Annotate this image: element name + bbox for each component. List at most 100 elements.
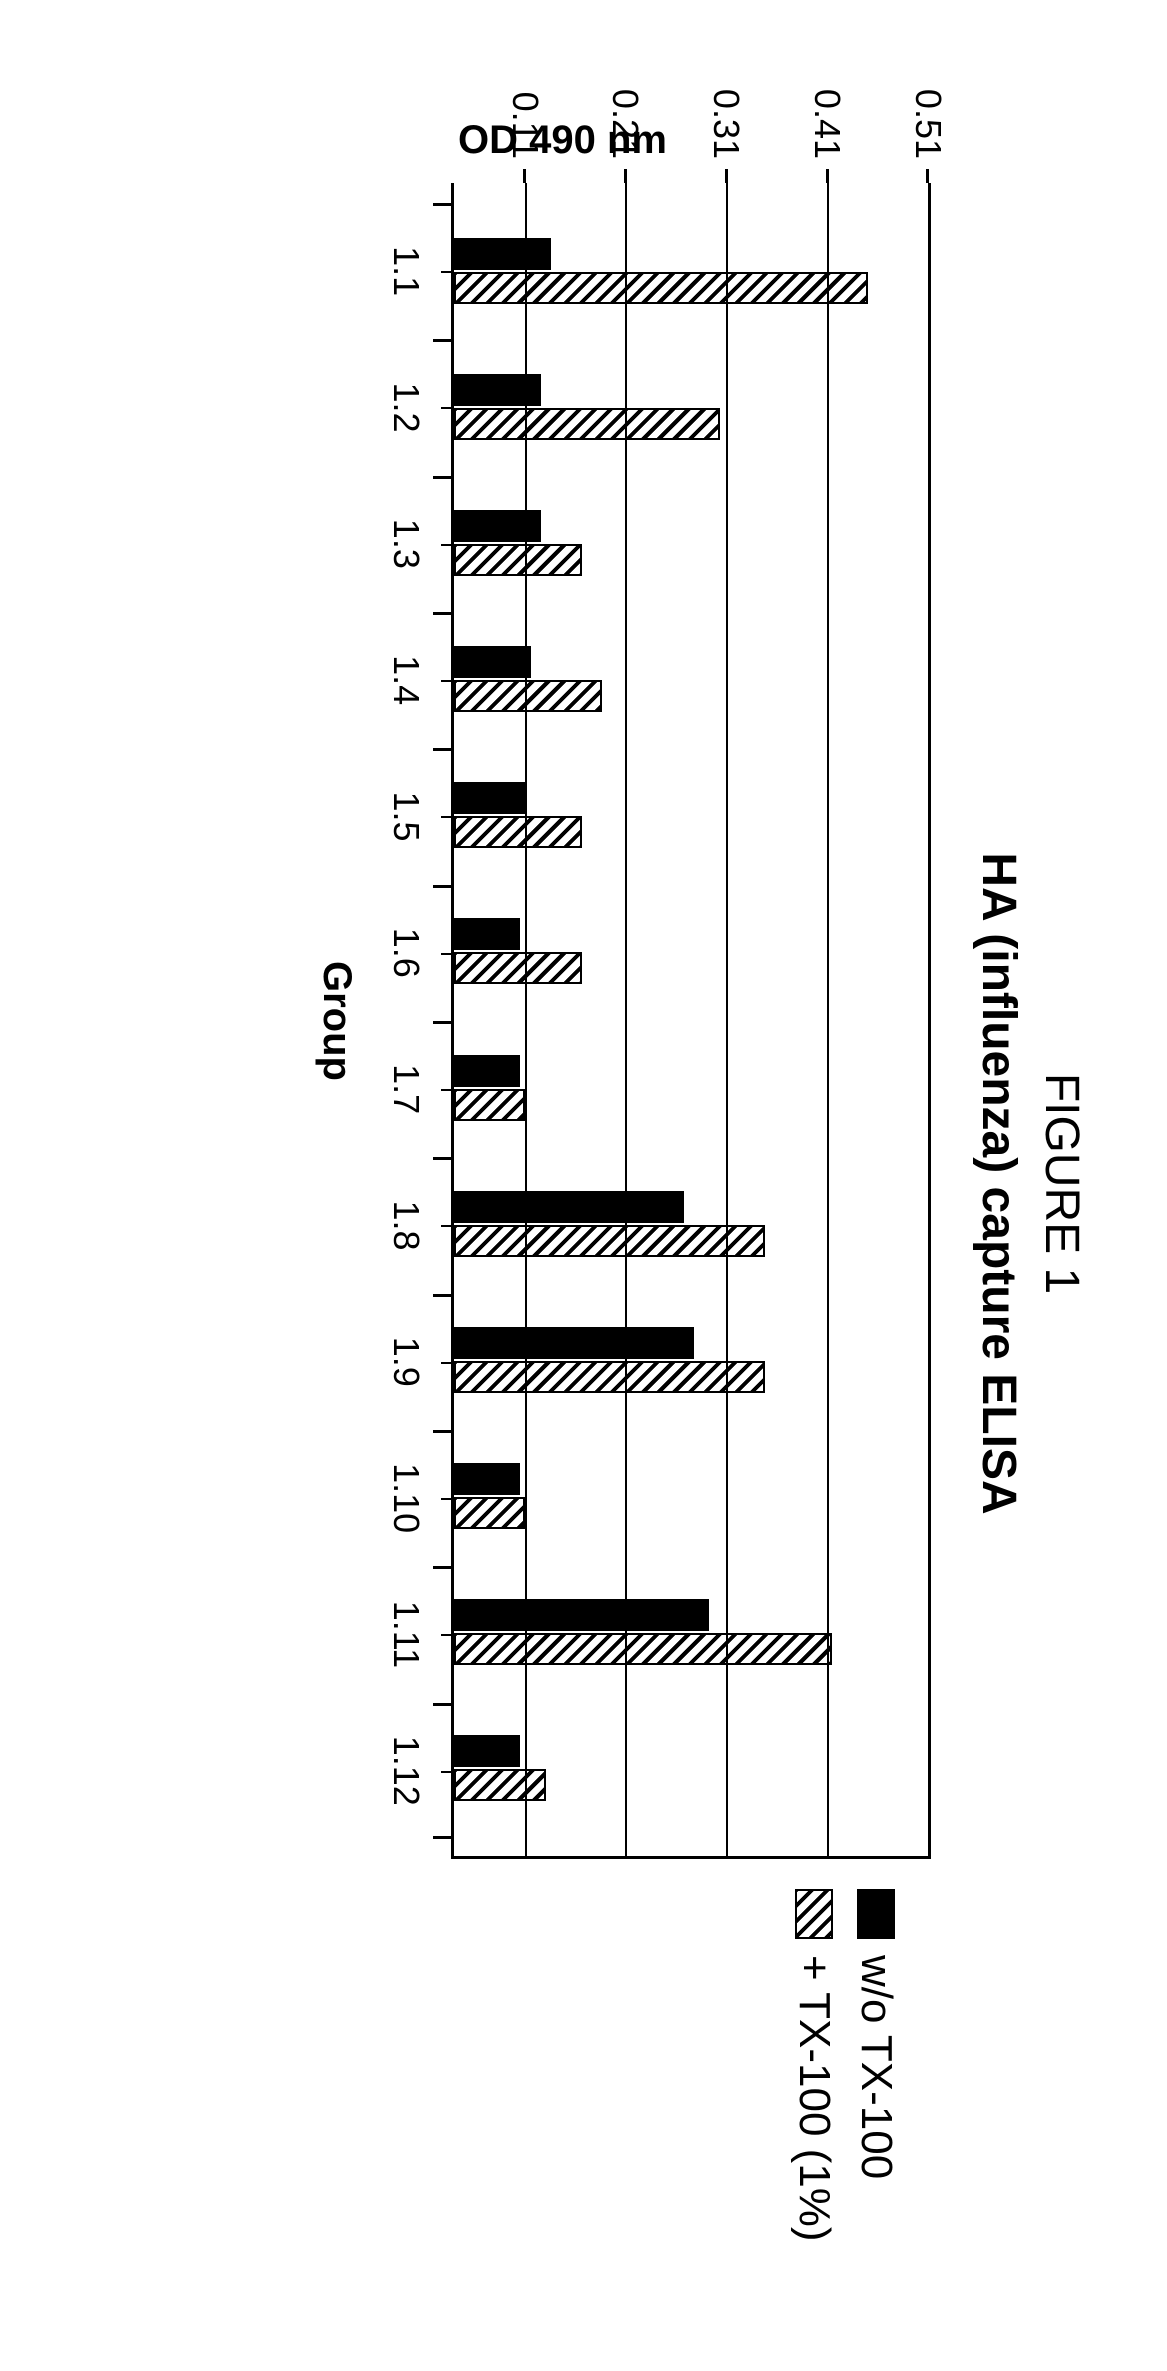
bar-solid: [454, 510, 541, 542]
x-axis-title: Group: [314, 183, 359, 1859]
x-tick-label: 1.1: [385, 203, 427, 339]
figure-label: FIGURE 1: [1034, 118, 1089, 2249]
bar-solid: [454, 1735, 520, 1767]
x-major-tick: [433, 1294, 451, 1297]
bar-hatched: [454, 408, 720, 440]
bar-solid: [454, 1055, 520, 1087]
x-tick-cell: [431, 1430, 451, 1566]
bar-solid: [454, 1191, 684, 1223]
y-tick-label: 0.11: [504, 92, 546, 159]
x-major-tick: [433, 203, 451, 206]
rotated-container: FIGURE 1 HA (influenza) capture ELISA OD…: [2, 0, 1167, 2369]
bar-hatched: [454, 816, 582, 848]
gridline: [525, 183, 527, 1856]
x-major-tick: [433, 1836, 451, 1839]
bar-hatched: [454, 272, 868, 304]
y-tick-mark: [725, 169, 728, 183]
bar-solid: [454, 238, 551, 270]
x-minor-tick: [441, 816, 451, 818]
bar-hatched: [454, 1225, 765, 1257]
bar-hatched: [454, 544, 582, 576]
x-major-tick: [433, 1430, 451, 1433]
y-tick-label: 0.31: [705, 89, 747, 159]
gridline: [625, 183, 627, 1856]
x-tick-label: 1.4: [385, 612, 427, 748]
x-major-tick: [433, 1703, 451, 1706]
x-tick-label: 1.8: [385, 1157, 427, 1293]
x-tick-label: 1.11: [385, 1566, 427, 1702]
x-minor-tick: [441, 544, 451, 546]
y-tick: 0.11: [504, 63, 546, 183]
x-major-tick: [433, 885, 451, 888]
main-area: OD 490 nm 0.110.210.310.410.51 1.11.21.3…: [314, 118, 931, 2249]
x-major-tick: [433, 476, 451, 479]
x-tick-cell: [431, 476, 451, 612]
bar-solid: [454, 782, 525, 814]
x-tick-cell: [431, 1703, 451, 1839]
plot-zone: 0.110.210.310.410.51 1.11.21.31.41.51.61…: [314, 183, 931, 1859]
x-major-tick: [433, 1157, 451, 1160]
legend: w/o TX-100 + TX-100 (1%): [777, 1889, 901, 2249]
x-major-tick: [433, 1021, 451, 1024]
bar-hatched: [454, 1769, 546, 1801]
x-tick-cell: [431, 1021, 451, 1157]
x-tick-label: 1.2: [385, 339, 427, 475]
y-tick-mark: [624, 169, 627, 183]
bar-hatched: [454, 1497, 525, 1529]
x-minor-tick: [441, 271, 451, 273]
y-tick-label: 0.41: [806, 89, 848, 159]
x-tick-cell: [431, 885, 451, 1021]
bar-solid: [454, 646, 531, 678]
x-tick-label: 1.12: [385, 1703, 427, 1839]
x-tick-cell: [431, 1157, 451, 1293]
y-tick-label: 0.21: [604, 89, 646, 159]
figure-content: FIGURE 1 HA (influenza) capture ELISA OD…: [2, 0, 1167, 2369]
x-tick-label: 1.10: [385, 1430, 427, 1566]
bar-hatched: [454, 1089, 525, 1121]
x-major-tick: [433, 748, 451, 751]
bar-solid: [454, 1599, 709, 1631]
bar-hatched: [454, 952, 582, 984]
y-ticks: 0.110.210.310.410.51: [454, 63, 928, 183]
bar-solid: [454, 918, 520, 950]
y-tick-label: 0.51: [907, 89, 949, 159]
chart-title: HA (influenza) capture ELISA: [971, 118, 1026, 2249]
y-tick: 0.41: [806, 63, 848, 183]
x-minor-tick: [441, 1634, 451, 1636]
y-tick: 0.51: [907, 63, 949, 183]
x-tick-label: 1.9: [385, 1294, 427, 1430]
bar-solid: [454, 1463, 520, 1495]
x-tick-cell: [431, 203, 451, 339]
x-tick-label: 1.3: [385, 476, 427, 612]
bar-solid: [454, 374, 541, 406]
x-minor-tick: [441, 1089, 451, 1091]
legend-label: w/o TX-100: [851, 1955, 901, 2179]
x-minor-tick: [441, 680, 451, 682]
gridline: [726, 183, 728, 1856]
x-minor-tick: [441, 953, 451, 955]
legend-item: w/o TX-100: [851, 1889, 901, 2249]
x-ticks: [431, 183, 451, 1859]
x-minor-tick: [441, 1498, 451, 1500]
legend-swatch-hatched: [795, 1889, 833, 1939]
y-tick-mark: [927, 169, 930, 183]
y-tick-mark: [523, 169, 526, 183]
x-minor-tick: [441, 1771, 451, 1773]
x-major-tick: [433, 1566, 451, 1569]
legend-swatch-solid: [857, 1889, 895, 1939]
legend-item: + TX-100 (1%): [789, 1889, 839, 2249]
x-tick-cell: [431, 1566, 451, 1702]
y-tick: 0.31: [705, 63, 747, 183]
bar-hatched: [454, 1361, 765, 1393]
x-major-tick: [433, 339, 451, 342]
x-tick-label: 1.5: [385, 748, 427, 884]
bar-hatched: [454, 680, 602, 712]
x-axis: 1.11.21.31.41.51.61.71.81.91.101.111.12: [371, 183, 451, 1859]
x-major-tick: [433, 612, 451, 615]
plot-area: 0.110.210.310.410.51: [451, 183, 931, 1859]
x-tick-label: 1.7: [385, 1021, 427, 1157]
x-tick-label: 1.6: [385, 885, 427, 1021]
x-tick-cell: [431, 1294, 451, 1430]
x-tick-cell: [431, 339, 451, 475]
bar-solid: [454, 1327, 694, 1359]
